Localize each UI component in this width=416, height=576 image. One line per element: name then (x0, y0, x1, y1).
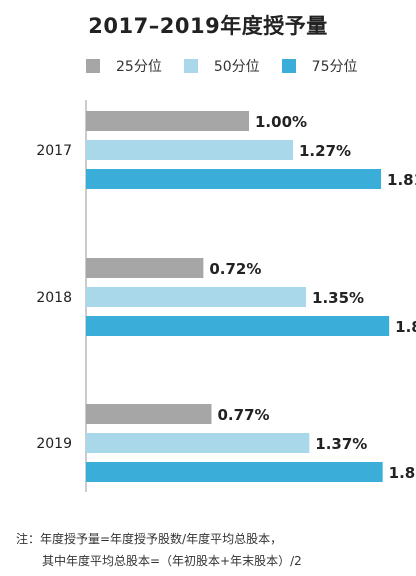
legend-item-25: 25分位 (86, 56, 162, 76)
value-label-2017-1: 1.27% (299, 142, 351, 160)
bar-chart: 2017 1.00% 1.27% 1.81% 2018 0.72% 1.35% 1.86% 20… (36, 100, 416, 492)
bar-2017-0 (86, 111, 249, 131)
legend-swatch-75 (281, 59, 296, 73)
value-label-2019-2: 1.82% (389, 464, 416, 482)
bar-2017-2 (86, 169, 382, 189)
legend-swatch-25 (86, 59, 100, 73)
bar-2018-1 (86, 287, 307, 307)
bar-2017-1 (86, 140, 294, 160)
legend-swatch-50 (183, 59, 198, 73)
legend-item-75: 75分位 (281, 56, 358, 76)
value-label-2017-0: 1.00% (255, 113, 307, 131)
footnote-line-2: 其中年度平均总股本=（年初股本+年末股本）/2 (42, 554, 302, 568)
legend-label-25: 25分位 (116, 59, 162, 75)
value-label-2018-2: 1.86% (395, 318, 416, 336)
footnote-line-1: 注：年度授予量=年度授予股数/年度平均总股本， (16, 532, 283, 546)
category-label-2018: 2018 (36, 290, 72, 306)
bar-2018-0 (86, 258, 204, 278)
chart-title: 2017–2019年度授予量 (88, 14, 328, 38)
value-label-2018-1: 1.35% (312, 289, 364, 307)
category-label-2017: 2017 (36, 143, 72, 159)
value-label-2019-0: 0.77% (218, 406, 270, 424)
value-label-2018-0: 0.72% (209, 260, 261, 278)
bar-2019-2 (86, 462, 383, 482)
bar-2019-1 (86, 433, 310, 453)
bar-2018-2 (86, 316, 390, 336)
category-label-2019: 2019 (36, 436, 72, 452)
legend-label-75: 75分位 (311, 59, 358, 75)
bar-2019-0 (86, 404, 212, 424)
legend-item-50: 50分位 (183, 56, 260, 76)
chart-legend: 25分位 50分位 75分位 (86, 56, 379, 76)
value-label-2017-2: 1.81% (387, 171, 416, 189)
legend-label-50: 50分位 (213, 59, 260, 75)
value-label-2019-1: 1.37% (315, 435, 367, 453)
